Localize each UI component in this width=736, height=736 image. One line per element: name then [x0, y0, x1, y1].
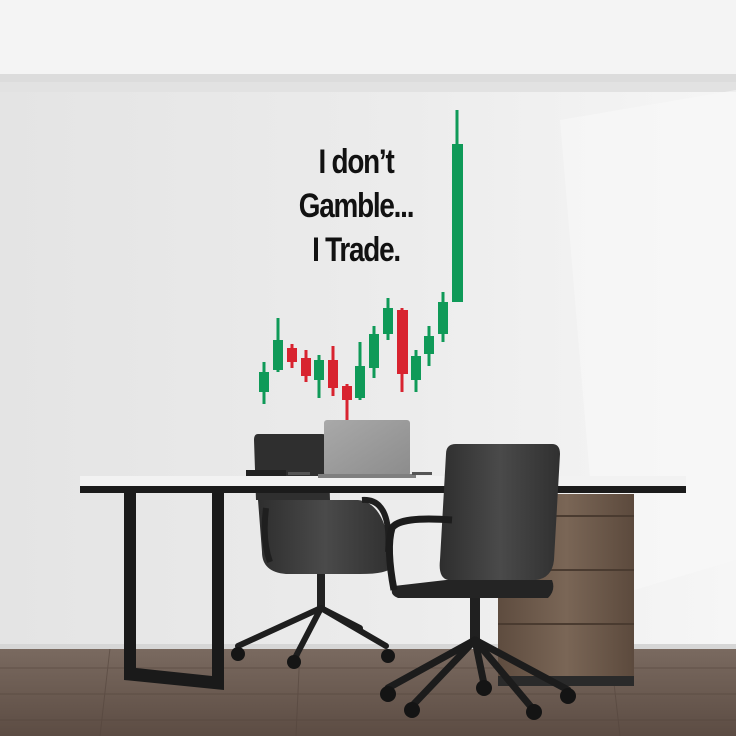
- candle-15-body: [452, 144, 463, 302]
- candle-5-body: [314, 360, 324, 380]
- candle-12-body: [411, 356, 421, 380]
- candle-13-body: [424, 336, 434, 354]
- candle-2-body: [273, 340, 283, 370]
- front-chair: [380, 444, 576, 720]
- ceiling-shadow: [0, 82, 736, 92]
- candle-7-body: [342, 386, 352, 400]
- ceiling-trim: [0, 74, 736, 82]
- candle-3-body: [287, 348, 297, 362]
- window-light: [560, 90, 736, 600]
- candle-10-body: [383, 308, 393, 334]
- candle-11-body: [397, 310, 408, 374]
- candle-9-body: [369, 334, 379, 368]
- quote-line-2: Gamble...: [298, 187, 415, 225]
- quote-line-3: I Trade.: [312, 231, 401, 269]
- notebook: [246, 470, 432, 476]
- candle-4-body: [301, 358, 311, 376]
- baseboard: [0, 644, 736, 649]
- candlestick-chart: [259, 110, 463, 420]
- wall-quote: I don’t Gamble... I Trade.: [285, 140, 426, 272]
- desk: [80, 476, 686, 690]
- quote-line-1: I don’t: [318, 143, 394, 181]
- laptop: [318, 420, 416, 478]
- candle-8-body: [355, 366, 365, 398]
- candle-6-body: [328, 360, 338, 388]
- candle-14-body: [438, 302, 448, 334]
- candle-1-body: [259, 372, 269, 392]
- ceiling: [0, 0, 736, 74]
- back-chair: [231, 434, 395, 669]
